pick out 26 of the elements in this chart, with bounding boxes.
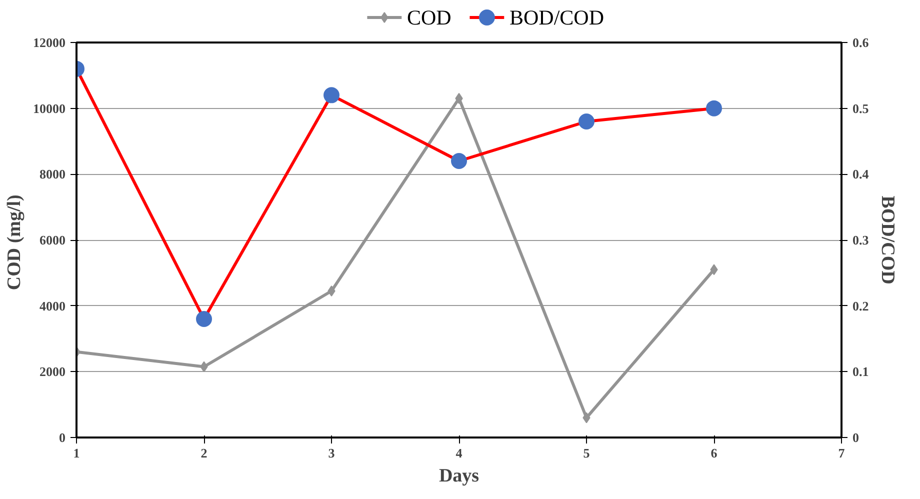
legend-label: COD <box>406 6 452 30</box>
x-tick-label: 5 <box>583 446 590 460</box>
y-tick-label: 12000 <box>33 35 66 50</box>
y2-tick-label: 0 <box>852 430 859 445</box>
x-tick-label: 2 <box>200 446 208 460</box>
y-tick-label: 0 <box>59 430 66 445</box>
y-tick-label: 6000 <box>40 232 66 248</box>
legend-label: BOD/COD <box>509 6 604 30</box>
y2-tick-label: 0.2 <box>852 298 869 314</box>
y2-tick-label: 0.1 <box>852 364 869 380</box>
y2-tick-label: 0.4 <box>852 166 870 182</box>
x-tick-label: 1 <box>73 446 80 460</box>
y-tick-label: 4000 <box>40 298 66 314</box>
y-axis-title: COD (mg/l) <box>4 194 25 290</box>
y2-tick-label: 0.5 <box>852 100 870 116</box>
x-tick-label: 6 <box>710 446 718 460</box>
y2-tick-label: 0.6 <box>852 35 870 50</box>
x-tick-label: 7 <box>838 446 846 460</box>
y2-axis-title: BOD/COD <box>876 196 898 284</box>
y-tick-label: 10000 <box>33 100 66 116</box>
y-tick-label: 2000 <box>40 364 66 380</box>
x-tick-label: 3 <box>328 446 336 460</box>
y-tick-label: 8000 <box>40 166 66 182</box>
x-axis-title: Days <box>438 466 480 486</box>
y2-tick-label: 0.3 <box>852 232 870 248</box>
x-tick-label: 4 <box>456 446 463 460</box>
